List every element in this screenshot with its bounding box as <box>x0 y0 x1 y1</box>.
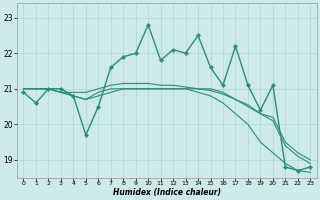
X-axis label: Humidex (Indice chaleur): Humidex (Indice chaleur) <box>113 188 221 197</box>
